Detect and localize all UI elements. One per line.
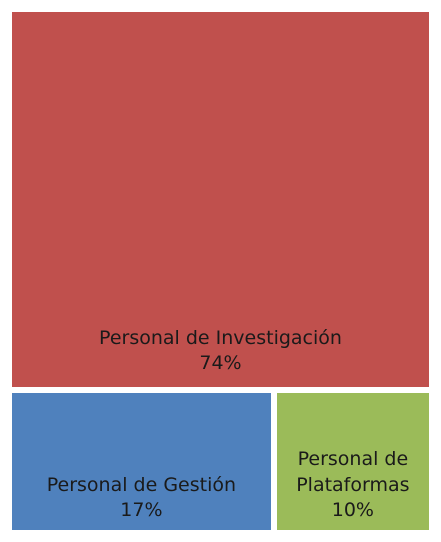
tile-value-label: 10% xyxy=(331,499,374,522)
tile-value-label: 74% xyxy=(199,352,242,375)
tile-label: Personal de Investigación xyxy=(99,326,342,349)
tile-label: Personal de Gestión xyxy=(46,473,237,496)
treemap-tile: Personal de Investigación 74% xyxy=(12,12,429,388)
tile-label: Personal de Plataformas xyxy=(296,448,410,496)
treemap-tile: Personal de Plataformas 10% xyxy=(276,393,429,530)
tile-value-label: 17% xyxy=(120,499,163,522)
treemap-tile: Personal de Gestión 17% xyxy=(12,393,271,530)
